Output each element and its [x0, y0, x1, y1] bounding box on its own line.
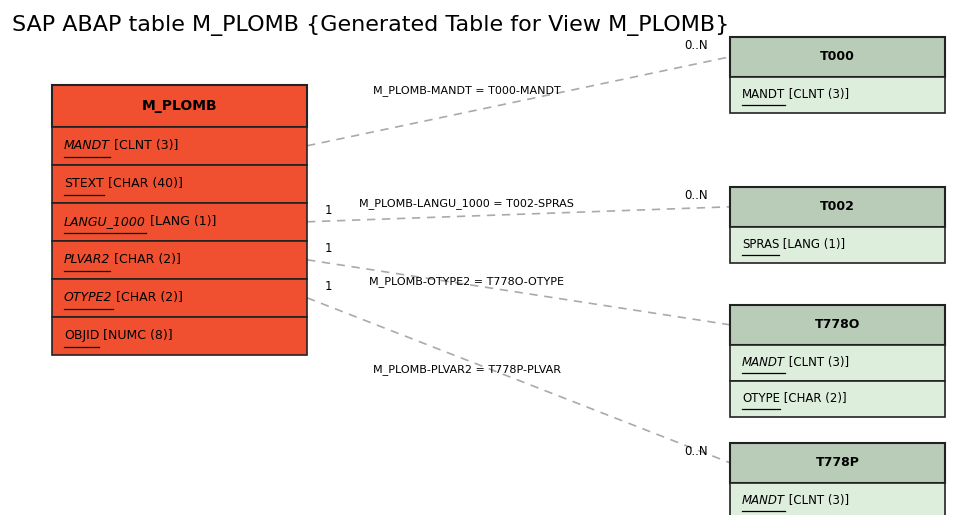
FancyBboxPatch shape	[52, 279, 307, 317]
Text: MANDT: MANDT	[64, 139, 110, 152]
FancyBboxPatch shape	[52, 165, 307, 203]
Text: M_PLOMB-MANDT = T000-MANDT: M_PLOMB-MANDT = T000-MANDT	[373, 85, 560, 96]
Text: T000: T000	[820, 50, 855, 63]
FancyBboxPatch shape	[730, 483, 945, 515]
Text: LANGU_1000: LANGU_1000	[64, 215, 145, 228]
Text: OTYPE2: OTYPE2	[64, 291, 112, 304]
Text: [CLNT (3)]: [CLNT (3)]	[785, 356, 849, 369]
Text: [CLNT (3)]: [CLNT (3)]	[110, 139, 179, 152]
FancyBboxPatch shape	[52, 203, 307, 241]
Text: M_PLOMB-LANGU_1000 = T002-SPRAS: M_PLOMB-LANGU_1000 = T002-SPRAS	[359, 198, 574, 209]
Text: SAP ABAP table M_PLOMB {Generated Table for View M_PLOMB}: SAP ABAP table M_PLOMB {Generated Table …	[12, 15, 729, 36]
FancyBboxPatch shape	[730, 381, 945, 417]
Text: T002: T002	[820, 200, 855, 213]
Text: [LANG (1)]: [LANG (1)]	[145, 215, 217, 228]
Text: [CHAR (2)]: [CHAR (2)]	[112, 291, 183, 304]
Text: OBJID: OBJID	[64, 329, 100, 342]
Text: MANDT: MANDT	[742, 494, 785, 507]
FancyBboxPatch shape	[52, 85, 307, 127]
Text: 1: 1	[325, 204, 333, 217]
FancyBboxPatch shape	[730, 305, 945, 345]
Text: 0..N: 0..N	[684, 39, 708, 52]
Text: MANDT: MANDT	[742, 88, 786, 101]
Text: [NUMC (8)]: [NUMC (8)]	[100, 329, 173, 342]
Text: 1: 1	[325, 242, 333, 255]
Text: [CHAR (40)]: [CHAR (40)]	[103, 177, 183, 191]
Text: [CLNT (3)]: [CLNT (3)]	[786, 88, 849, 101]
Text: M_PLOMB-OTYPE2 = T778O-OTYPE: M_PLOMB-OTYPE2 = T778O-OTYPE	[369, 277, 564, 287]
Text: T778O: T778O	[815, 318, 860, 331]
Text: STEXT: STEXT	[64, 177, 103, 191]
Text: [CLNT (3)]: [CLNT (3)]	[785, 494, 849, 507]
Text: OTYPE: OTYPE	[742, 392, 780, 405]
Text: 1: 1	[325, 280, 333, 293]
Text: M_PLOMB: M_PLOMB	[142, 99, 218, 113]
Text: SPRAS: SPRAS	[742, 238, 780, 251]
Text: PLVAR2: PLVAR2	[64, 253, 110, 266]
Text: [CHAR (2)]: [CHAR (2)]	[780, 392, 846, 405]
FancyBboxPatch shape	[730, 227, 945, 263]
FancyBboxPatch shape	[52, 127, 307, 165]
FancyBboxPatch shape	[52, 241, 307, 279]
FancyBboxPatch shape	[730, 187, 945, 227]
Text: M_PLOMB-PLVAR2 = T778P-PLVAR: M_PLOMB-PLVAR2 = T778P-PLVAR	[373, 365, 560, 375]
Text: 0..N: 0..N	[684, 189, 708, 202]
FancyBboxPatch shape	[52, 317, 307, 355]
FancyBboxPatch shape	[730, 77, 945, 113]
Text: 0..N: 0..N	[684, 445, 708, 458]
FancyBboxPatch shape	[730, 345, 945, 381]
FancyBboxPatch shape	[730, 37, 945, 77]
FancyBboxPatch shape	[730, 443, 945, 483]
Text: [CHAR (2)]: [CHAR (2)]	[110, 253, 182, 266]
Text: [LANG (1)]: [LANG (1)]	[780, 238, 845, 251]
Text: MANDT: MANDT	[742, 356, 785, 369]
Text: T778P: T778P	[816, 456, 860, 469]
